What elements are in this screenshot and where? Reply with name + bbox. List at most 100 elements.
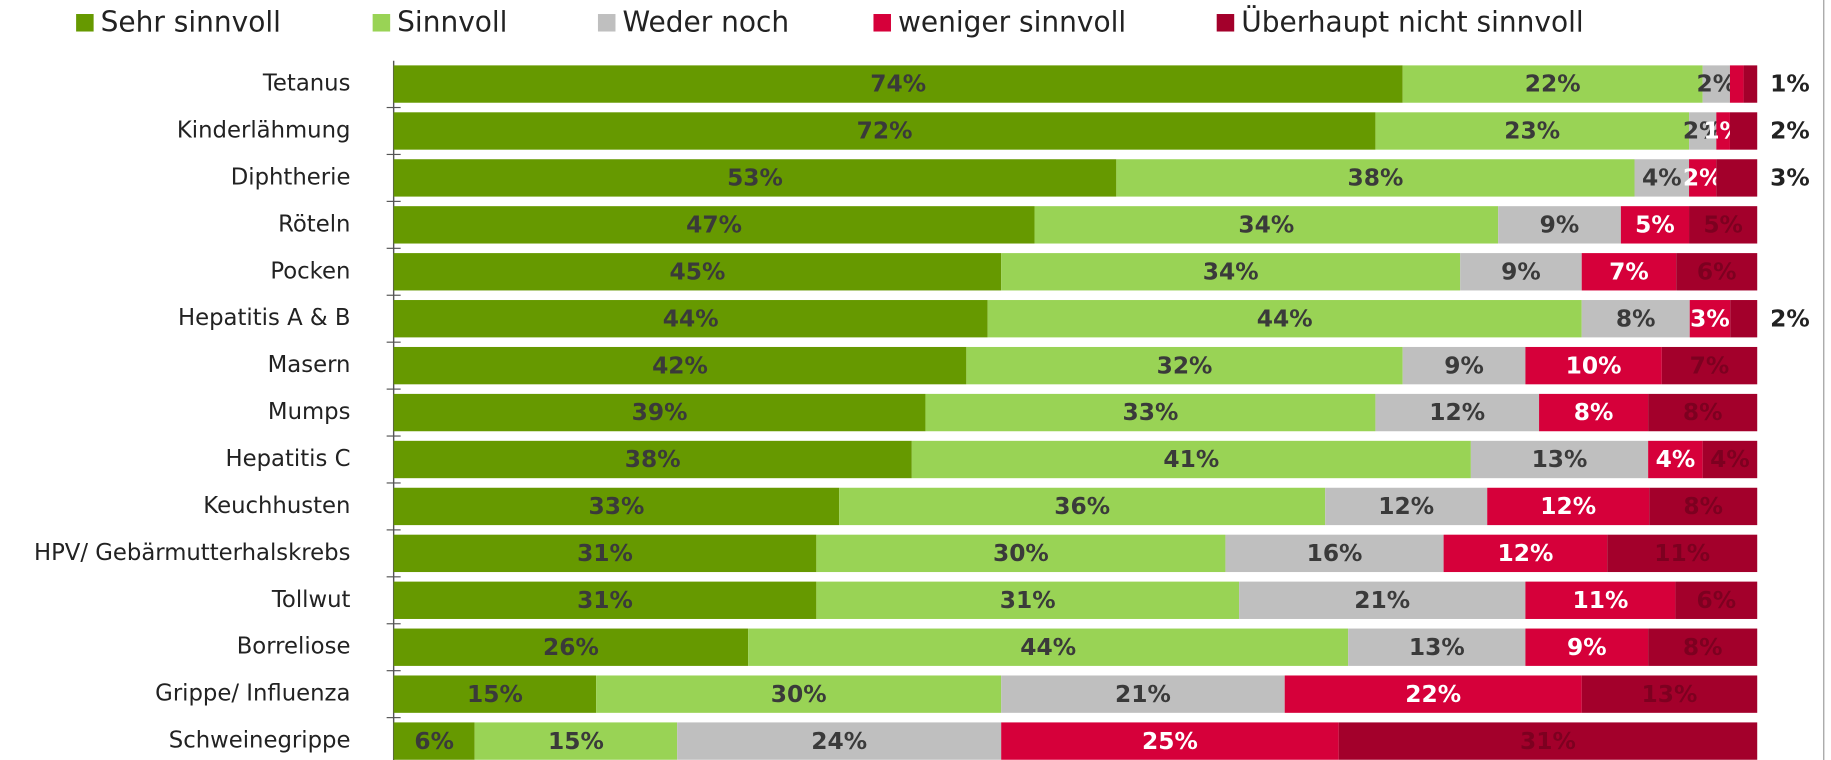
legend-label: Weder noch: [622, 5, 789, 38]
legend-label: weniger sinnvoll: [898, 5, 1126, 38]
category-label: Tetanus: [262, 71, 351, 97]
data-label: 15%: [548, 727, 604, 755]
category-label: Schweinegrippe: [169, 728, 351, 754]
bar-segment: [1116, 159, 1635, 197]
bar-segment: [1460, 253, 1582, 291]
bar-segment: [1325, 487, 1488, 526]
data-label: 6%: [1697, 257, 1737, 285]
bar-segment: [748, 628, 1349, 666]
data-label: 16%: [1307, 539, 1363, 567]
data-label: 3%: [1770, 164, 1810, 192]
bar-segment: [1581, 253, 1677, 291]
bar-segment: [1470, 440, 1649, 479]
bar-segment: [677, 722, 1002, 760]
bar-segment: [1689, 300, 1731, 338]
data-label: 3%: [1690, 304, 1730, 332]
bar-segment: [1689, 112, 1717, 150]
data-label: 11%: [1572, 586, 1628, 614]
bar-segment: [816, 581, 1240, 619]
bar-segment: [1498, 206, 1621, 244]
data-label: 22%: [1525, 70, 1581, 98]
bar-segment: [1716, 112, 1730, 150]
data-label: 22%: [1405, 680, 1461, 708]
bar-segment: [1648, 628, 1758, 666]
bar-segment: [1743, 65, 1758, 103]
data-label: 31%: [1000, 586, 1056, 614]
bar-segment: [1581, 300, 1690, 338]
data-label: 30%: [993, 539, 1049, 567]
bar-segment: [1001, 722, 1339, 760]
data-label: 4%: [1656, 445, 1696, 473]
data-label: 9%: [1501, 257, 1541, 285]
data-label: 44%: [1257, 304, 1313, 332]
bar-segment: [393, 393, 926, 432]
bar-segment: [1676, 253, 1758, 291]
data-label: 2%: [1770, 304, 1810, 332]
data-label: 13%: [1532, 445, 1588, 473]
legend-swatch: [873, 14, 891, 32]
bar-segment: [1001, 675, 1285, 713]
category-label: Keuchhusten: [203, 493, 350, 519]
data-label: 47%: [686, 211, 742, 239]
bar-segment: [393, 581, 817, 619]
data-label: 5%: [1635, 211, 1675, 239]
bar-segment: [393, 487, 840, 526]
data-label: 12%: [1497, 539, 1553, 567]
data-label: 2%: [1770, 117, 1810, 145]
category-label: Hepatitis C: [226, 446, 351, 472]
bar-segment: [393, 722, 475, 760]
data-label: 4%: [1710, 445, 1750, 473]
data-label: 12%: [1378, 492, 1434, 520]
category-label: Kinderlähmung: [177, 117, 351, 143]
category-label: Mumps: [268, 399, 351, 425]
data-label: 9%: [1444, 351, 1484, 379]
bar-segment: [393, 112, 1376, 150]
data-label: 4%: [1642, 164, 1682, 192]
bar-segment: [1689, 206, 1758, 244]
bar-segment: [1729, 65, 1744, 103]
data-label: 33%: [588, 492, 644, 520]
bar-segment: [1001, 253, 1461, 291]
bar-segment: [393, 534, 817, 573]
bar-segment: [1649, 487, 1758, 526]
data-label: 45%: [669, 257, 725, 285]
data-label: 44%: [1020, 633, 1076, 661]
data-label: 53%: [727, 164, 783, 192]
category-label: Tollwut: [271, 587, 351, 613]
category-label: Hepatitis A & B: [178, 305, 350, 331]
data-label: 32%: [1157, 351, 1213, 379]
bar-segment: [1402, 346, 1526, 385]
data-label: 36%: [1054, 492, 1110, 520]
data-label: 21%: [1354, 586, 1410, 614]
bar-segment: [1225, 534, 1444, 573]
bar-segment: [1729, 112, 1758, 150]
bar-segment: [966, 346, 1403, 385]
bar-segment: [1702, 65, 1730, 103]
bar-segment: [1525, 346, 1662, 385]
legend-label: Sehr sinnvoll: [101, 5, 281, 38]
data-label: 33%: [1123, 398, 1179, 426]
category-label: Grippe/ Influenza: [155, 681, 350, 707]
legend-swatch: [597, 14, 616, 32]
data-label: 31%: [577, 539, 633, 567]
category-label: HPV/ Gebärmutterhalskrebs: [34, 540, 350, 566]
data-label: 31%: [577, 586, 633, 614]
bar-segment: [911, 440, 1471, 479]
bar-segment: [393, 159, 1117, 197]
data-label: 13%: [1642, 680, 1698, 708]
bar-segment: [816, 534, 1226, 573]
bar-segment: [393, 253, 1002, 291]
data-label: 12%: [1429, 398, 1485, 426]
data-label: 5%: [1703, 211, 1743, 239]
bar-segment: [1348, 628, 1526, 666]
data-label: 30%: [771, 680, 827, 708]
category-label: Borreliose: [237, 634, 351, 660]
bar-segment: [1034, 206, 1499, 244]
data-label: 74%: [870, 70, 926, 98]
data-label: 72%: [857, 117, 913, 145]
data-label: 38%: [625, 445, 681, 473]
bar-segment: [1338, 722, 1758, 760]
bar-segment: [393, 65, 1403, 103]
bar-segment: [1689, 159, 1717, 197]
